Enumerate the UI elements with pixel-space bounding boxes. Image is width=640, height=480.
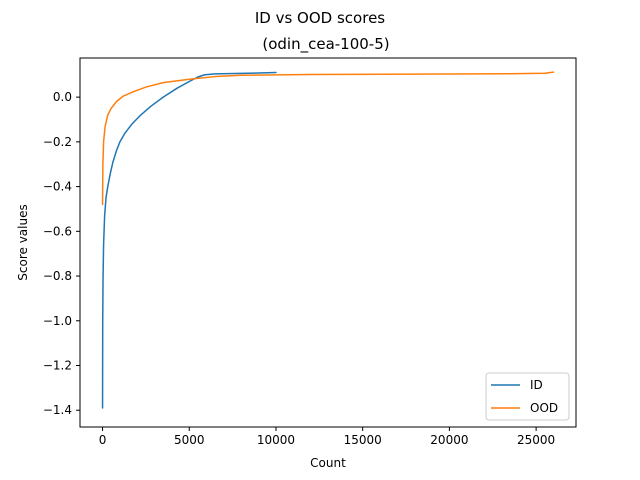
y-tick-label: −1.0	[43, 314, 72, 328]
x-tick-label: 10000	[257, 433, 295, 447]
tick-layer: 0 5000 10000 15000 20000 25000 0.0 −0.2 −0.4 −0.6…	[43, 90, 555, 447]
y-tick-label: −0.8	[43, 269, 72, 283]
legend-label-ood: OOD	[530, 401, 558, 415]
x-tick-label: 15000	[344, 433, 382, 447]
series-layer	[101, 71, 555, 409]
legend-label-id: ID	[530, 378, 543, 392]
y-tick-label: −1.2	[43, 359, 72, 373]
y-axis-label: Score values	[16, 204, 30, 280]
x-tick-label: 0	[99, 433, 107, 447]
x-tick-label: 5000	[174, 433, 205, 447]
x-axis-label: Count	[310, 456, 346, 470]
x-tick-label: 20000	[430, 433, 468, 447]
series-line-id	[101, 71, 277, 409]
y-tick-label: 0.0	[53, 90, 72, 104]
y-tick-label: −1.4	[43, 403, 72, 417]
y-tick-label: −0.2	[43, 135, 72, 149]
series-line-ood	[101, 71, 555, 206]
chart-subtitle: (odin_cea-100-5)	[262, 35, 389, 54]
plot-frame	[79, 57, 577, 428]
legend: ID OOD	[485, 372, 570, 421]
y-tick-label: −0.4	[43, 180, 72, 194]
chart-title: ID vs OOD scores	[255, 9, 385, 27]
y-tick-label: −0.6	[43, 224, 72, 238]
x-tick-label: 25000	[517, 433, 555, 447]
